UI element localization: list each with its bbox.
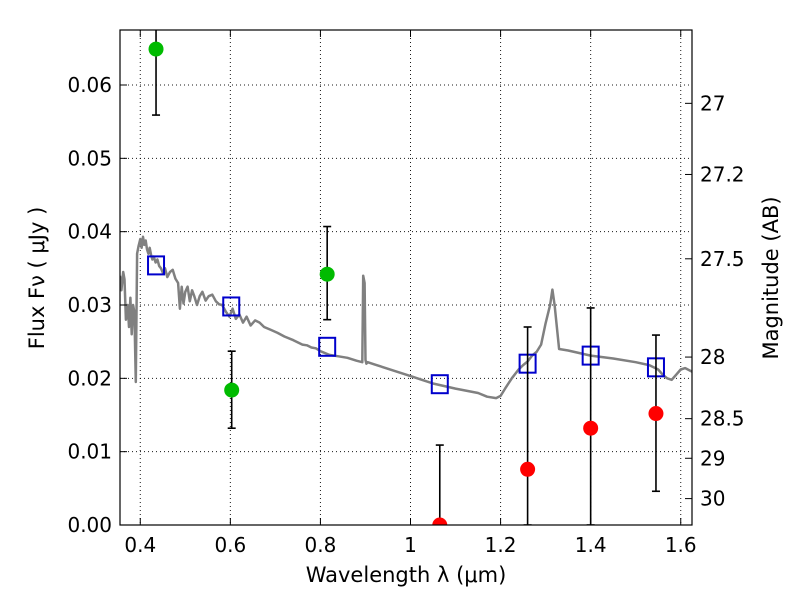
y2-tick-label: 29 (700, 446, 725, 470)
y-tick-label: 0.01 (67, 440, 112, 464)
model-photometry-box (147, 255, 166, 276)
x-tick-label: 0.4 (124, 533, 156, 557)
nondetection-point (432, 517, 448, 525)
y-tick-label: 0.00 (67, 513, 112, 537)
x-tick-label: 1.4 (575, 533, 607, 557)
detection-point (148, 41, 164, 57)
nondetection-point (583, 420, 599, 436)
y2-tick-label: 28.5 (700, 407, 745, 431)
y-tick-label: 0.06 (67, 73, 112, 97)
x-tick-label: 1 (404, 533, 417, 557)
y2-tick-label: 27.2 (700, 162, 745, 186)
y2-tick-label: 27 (700, 91, 725, 115)
y-tick-label: 0.02 (67, 366, 112, 390)
y-tick-label: 0.05 (67, 146, 112, 170)
x-axis-label: Wavelength λ (μm) (306, 563, 507, 587)
nondetection-point (520, 461, 536, 477)
model-sed-line (120, 235, 692, 400)
y-tick-label: 0.04 (67, 220, 112, 244)
axis-layer: 0.4 0.6 0.8 1 1.2 1.4 1.6 0.00 0.01 0.02 0.03 0.04 0… (67, 30, 745, 557)
y-axis-label: Flux Fν ( μJy ) (25, 207, 49, 350)
y2-tick-label: 27.5 (700, 247, 745, 271)
detection-point (224, 382, 240, 398)
x-tick-label: 1.6 (665, 533, 697, 557)
y-tick-label: 0.03 (67, 293, 112, 317)
x-tick-label: 0.6 (214, 533, 246, 557)
detection-point (319, 266, 335, 282)
plot-frame (119, 29, 693, 526)
y2-axis-label: Magnitude (AB) (759, 196, 783, 359)
model-photometry-box (222, 296, 241, 317)
x-tick-label: 0.8 (305, 533, 337, 557)
model-photometry-box (318, 336, 337, 357)
y2-tick-label: 28 (700, 345, 725, 369)
nondetection-point (648, 406, 664, 422)
grid-layer (120, 30, 692, 526)
x-tick-label: 1.2 (485, 533, 517, 557)
series-layer (120, 30, 692, 525)
model-photometry-box (430, 374, 449, 395)
y2-tick-label: 30 (700, 487, 725, 511)
